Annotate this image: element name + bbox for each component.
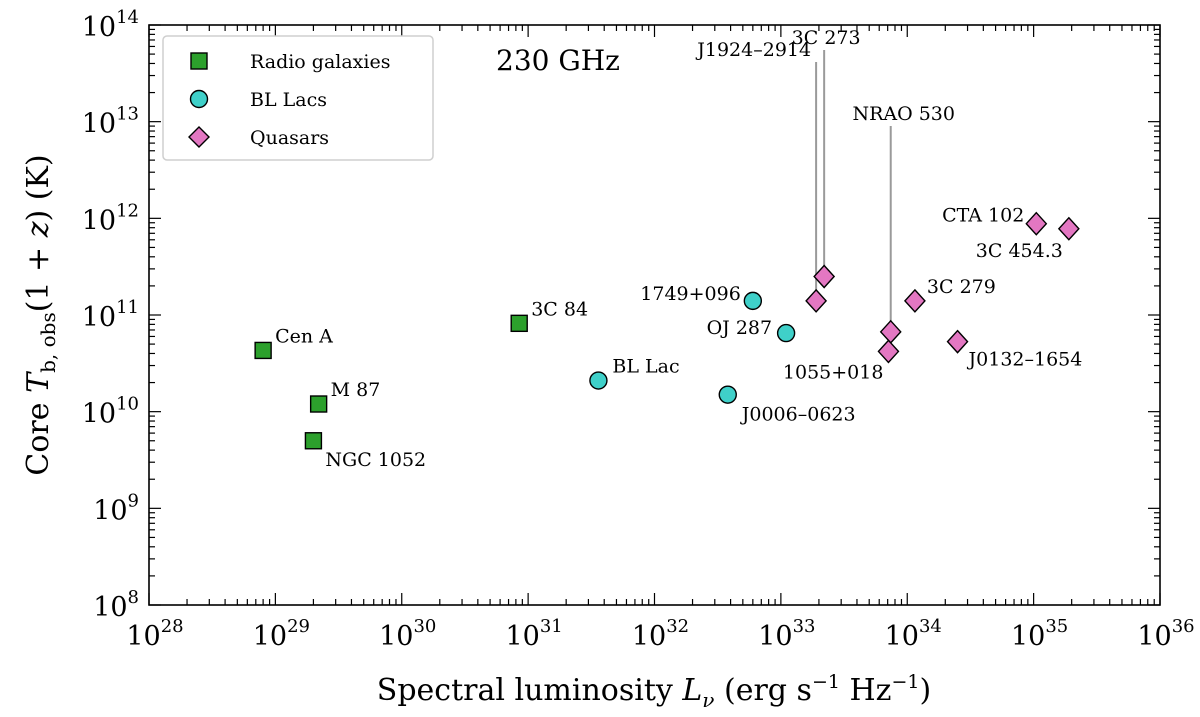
point-ngc-1052: [304, 432, 323, 450]
x-tick-label: 1033: [758, 616, 815, 652]
leader-lines: [815, 50, 892, 321]
label-j1924-2914: J1924–2914: [695, 39, 811, 61]
label-1055-018: 1055+018: [783, 361, 884, 383]
y-tick-label: 1010: [82, 394, 139, 430]
label-bl-lac: BL Lac: [612, 356, 679, 378]
legend-entry-radio-galaxies: Radio galaxies: [190, 51, 390, 73]
label-ngc-1052: NGC 1052: [325, 449, 426, 471]
x-tick-label: 1035: [1011, 616, 1068, 652]
y-tick-label: 1013: [82, 104, 139, 140]
label-cen-a: Cen A: [275, 325, 333, 347]
label-3c-279: 3C 279: [927, 276, 996, 298]
point-cen-a: [254, 341, 272, 360]
y-tick-label: 108: [93, 587, 139, 623]
label-3c-84: 3C 84: [531, 298, 588, 320]
y-tick-label: 1011: [82, 297, 139, 333]
legend-box: [162, 35, 434, 161]
point-bl-lac: [589, 371, 608, 390]
x-tick-label: 1029: [253, 616, 310, 652]
x-tick-label: 1032: [632, 616, 689, 652]
legend: Radio galaxies BL Lacs Quasars: [162, 35, 434, 161]
y-tick-label: 109: [93, 490, 139, 526]
x-tick-label: 1030: [379, 616, 436, 652]
legend-entry-quasars: Quasars: [188, 126, 329, 149]
label-nrao-530: NRAO 530: [852, 103, 955, 125]
point-oj-287: [776, 323, 796, 343]
x-tick-label: 1036: [1137, 616, 1194, 652]
point-nrao-530: [879, 319, 902, 344]
legend-label-bl-lacs: BL Lacs: [250, 89, 327, 111]
point-labels: Cen A M 87 NGC 1052 3C 84 BL Lac 1749+096 OJ 2…: [275, 27, 1082, 471]
legend-entry-bl-lacs: BL Lacs: [189, 89, 327, 111]
y-tick-labels: 108 109 1010 1011 1012 1013 1014: [82, 7, 139, 623]
point-3c-84: [510, 314, 528, 333]
label-3c-273: 3C 273: [792, 27, 861, 49]
axis-ticks: [148, 24, 1161, 606]
y-axis-label: Core Tb, obs(1 + z) (K): [21, 154, 60, 475]
x-tick-label: 1031: [505, 616, 562, 652]
point-3c-279: [903, 288, 926, 313]
y-tick-label: 1012: [82, 200, 139, 236]
x-axis-label: Spectral luminosity Lν (erg s−1 Hz−1): [377, 671, 931, 712]
x-tick-labels: 1028 1029 1030 1031 1032 1033 1034 1035 1036: [126, 616, 1194, 652]
x-tick-label: 1034: [885, 616, 942, 652]
x-tick-label: 1028: [126, 616, 183, 652]
point-3c-273: [813, 264, 836, 289]
point-m-87: [309, 395, 328, 413]
label-3c-454-3: 3C 454.3: [976, 240, 1063, 262]
point-j0006-0623: [718, 385, 737, 404]
legend-label-radio-galaxies: Radio galaxies: [250, 51, 390, 73]
point-j1924-2914: [805, 288, 828, 313]
point-cta-102: [1025, 211, 1048, 236]
point-j0132-1654: [946, 329, 969, 354]
label-cta-102: CTA 102: [942, 205, 1024, 227]
point-1055-018: [877, 339, 900, 364]
label-oj-287: OJ 287: [707, 317, 773, 339]
label-m-87: M 87: [331, 379, 381, 401]
data-points: [254, 211, 1080, 450]
point-3c-454-3: [1057, 216, 1080, 241]
point-1749-096: [743, 291, 763, 311]
frequency-annotation: 230 GHz: [496, 44, 620, 77]
label-1749-096: 1749+096: [640, 283, 741, 305]
legend-label-quasars: Quasars: [250, 127, 329, 149]
y-tick-label: 1014: [82, 7, 139, 43]
legend-diamond-marker: [188, 126, 210, 148]
legend-square-marker: [190, 52, 208, 70]
label-j0006-0623: J0006–0623: [740, 404, 856, 426]
label-j0132-1654: J0132–1654: [967, 349, 1083, 371]
legend-circle-marker: [189, 89, 209, 109]
